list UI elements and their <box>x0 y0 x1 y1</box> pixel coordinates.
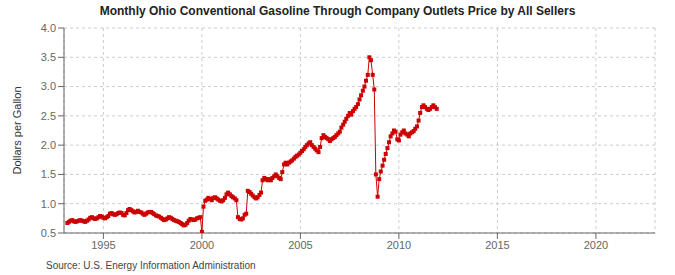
svg-text:3.0: 3.0 <box>41 80 56 92</box>
svg-text:4.0: 4.0 <box>41 22 56 34</box>
html-text:Monthly Ohio Conventional Gaso: Monthly Ohio Conventional Gasoline Throu… <box>99 4 576 18</box>
svg-text:2.0: 2.0 <box>41 139 56 151</box>
svg-text:2005: 2005 <box>288 239 312 251</box>
svg-text:1.0: 1.0 <box>41 198 56 210</box>
svg-text:2.5: 2.5 <box>41 110 56 122</box>
svg-text:Dollars per Gallon: Dollars per Gallon <box>11 86 23 174</box>
svg-text:2000: 2000 <box>190 239 214 251</box>
svg-text:1.5: 1.5 <box>41 168 56 180</box>
svg-text:2015: 2015 <box>485 239 509 251</box>
html-text:Source: U.S. Energy Informatio: Source: U.S. Energy Information Administ… <box>46 260 256 271</box>
svg-text:3.5: 3.5 <box>41 51 56 63</box>
svg-text:1995: 1995 <box>91 239 115 251</box>
svg-text:2010: 2010 <box>387 239 411 251</box>
svg-text:0.5: 0.5 <box>41 227 56 239</box>
svg-text:2020: 2020 <box>584 239 608 251</box>
